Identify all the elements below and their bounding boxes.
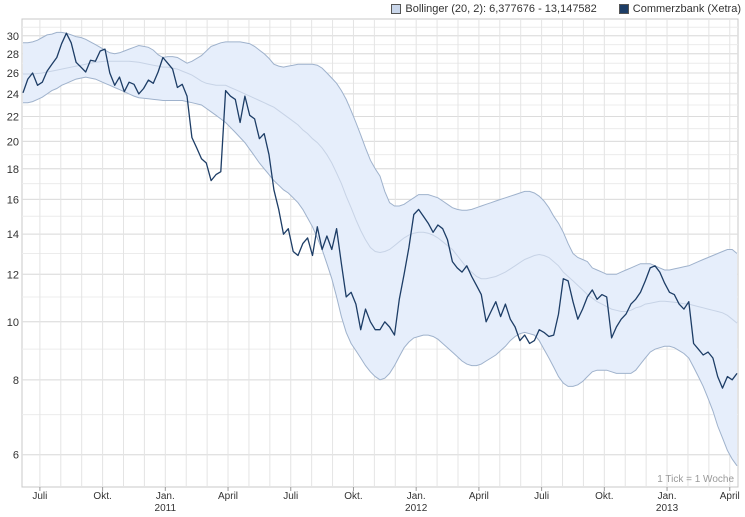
x-tick-label: April <box>720 491 740 502</box>
y-tick-label: 24 <box>7 89 19 101</box>
x-tick-label: Juli <box>32 491 47 502</box>
price-line <box>22 32 738 389</box>
y-tick-label: 26 <box>7 68 19 80</box>
y-tick-label: 30 <box>7 31 19 43</box>
y-tick-label: 22 <box>7 112 19 124</box>
bollinger-band-area <box>23 32 737 466</box>
y-tick-label: 8 <box>13 375 19 387</box>
x-tick-label: Juli <box>283 491 298 502</box>
x-tick-year-label: 2011 <box>155 503 177 514</box>
legend-label-price: Commerzbank (Xetra) <box>632 3 741 15</box>
legend-swatch-bollinger <box>391 4 402 14</box>
bollinger-lower-line <box>23 76 738 467</box>
x-tick-label: April <box>469 491 489 502</box>
x-tick-year-label: 2013 <box>656 503 679 514</box>
x-tick-label: Jan. <box>156 491 175 502</box>
x-tick-label: Okt. <box>93 491 111 502</box>
x-tick-label: Jan. <box>407 491 426 502</box>
x-tick-label: Juli <box>534 491 549 502</box>
bollinger-middle-line <box>23 60 738 324</box>
chart-legend: Bollinger (20, 2): 6,377676 - 13,147582 … <box>391 3 741 15</box>
y-tick-label: 20 <box>7 136 19 148</box>
legend-label-bollinger: Bollinger (20, 2): 6,377676 - 13,147582 <box>405 3 597 15</box>
x-tick-label: April <box>218 491 238 502</box>
tick-note: 1 Tick = 1 Woche <box>657 474 734 485</box>
x-tick-label: Okt. <box>595 491 613 502</box>
y-tick-label: 28 <box>7 49 19 61</box>
y-tick-label: 12 <box>7 269 19 281</box>
x-tick-label: Okt. <box>344 491 362 502</box>
y-tick-label: 10 <box>7 317 19 329</box>
x-tick-label: Jan. <box>658 491 677 502</box>
x-tick-year-label: 2012 <box>405 503 428 514</box>
y-tick-label: 6 <box>13 450 19 462</box>
legend-swatch-price <box>618 4 629 14</box>
y-tick-label: 18 <box>7 164 19 176</box>
y-tick-label: 16 <box>7 194 19 206</box>
y-tick-label: 14 <box>7 229 19 241</box>
bollinger-upper-line <box>23 31 738 275</box>
